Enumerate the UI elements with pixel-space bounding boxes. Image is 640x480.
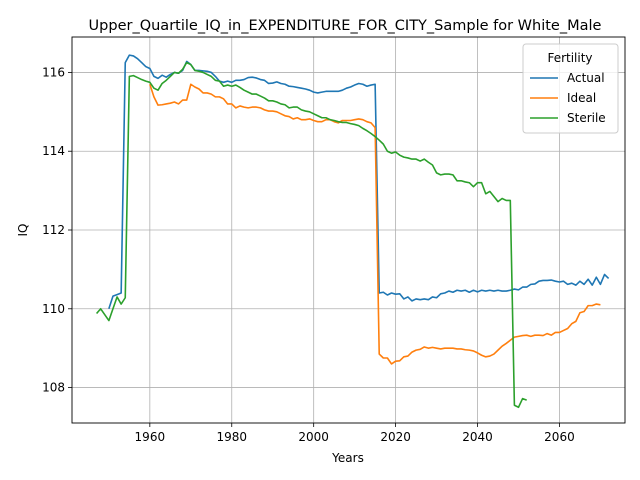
series-line-sterile xyxy=(95,61,527,409)
y-tick-label: 110 xyxy=(42,302,65,316)
x-tick-label: 2000 xyxy=(298,430,329,444)
y-tick-label: 108 xyxy=(42,381,65,395)
x-tick-label: 1980 xyxy=(216,430,247,444)
x-tick-label: 2040 xyxy=(462,430,493,444)
series-line-ideal xyxy=(149,83,601,365)
legend-title: Fertility xyxy=(547,51,592,65)
legend-entry-actual: Actual xyxy=(567,71,605,85)
x-tick-label: 2060 xyxy=(544,430,575,444)
x-axis-label: Years xyxy=(331,451,364,465)
legend-entry-ideal: Ideal xyxy=(567,91,596,105)
x-tick-label: 1960 xyxy=(135,430,166,444)
y-tick-label: 114 xyxy=(42,144,65,158)
series-layer xyxy=(95,54,610,409)
legend: Fertility Actual Ideal Sterile xyxy=(522,43,619,134)
axis-ticks: 1960 1980 2000 2020 2040 2060 108 110 112 114 116 xyxy=(42,65,575,444)
y-axis-label: IQ xyxy=(16,224,30,237)
legend-entry-sterile: Sterile xyxy=(567,111,606,125)
chart-title: Upper_Quartile_IQ_in_EXPENDITURE_FOR_CIT… xyxy=(89,18,602,34)
y-tick-label: 112 xyxy=(42,223,65,237)
x-tick-label: 2020 xyxy=(380,430,411,444)
legend-box xyxy=(522,43,619,134)
y-tick-label: 116 xyxy=(42,65,65,79)
